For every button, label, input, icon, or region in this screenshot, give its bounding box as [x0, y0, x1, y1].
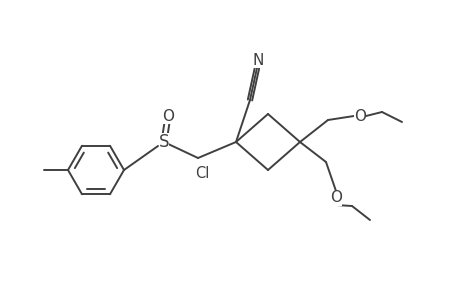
Text: S: S	[158, 133, 169, 151]
Text: N: N	[252, 52, 263, 68]
Text: O: O	[162, 109, 174, 124]
Text: O: O	[329, 190, 341, 206]
Text: O: O	[353, 109, 365, 124]
Text: Cl: Cl	[195, 167, 209, 182]
